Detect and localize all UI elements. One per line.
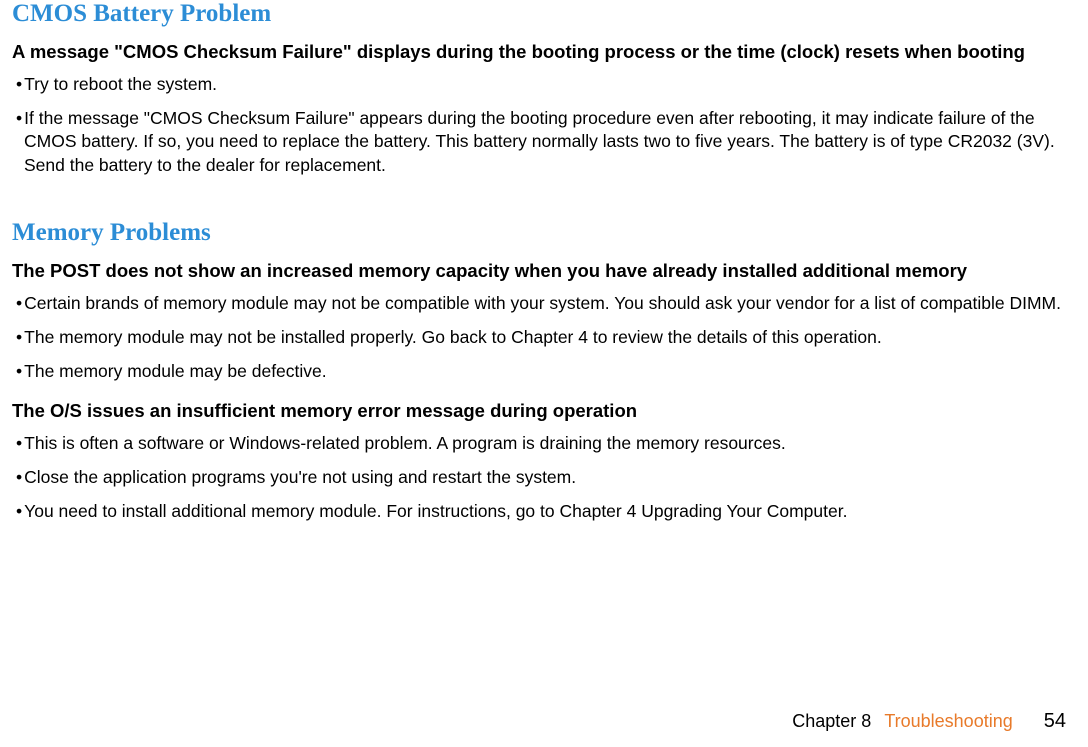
bullet-item: Certain brands of memory module may not … (12, 292, 1076, 316)
sub-heading-post: The POST does not show an increased memo… (12, 259, 1076, 284)
bullet-item: Close the application programs you're no… (12, 466, 1076, 490)
bullet-item: You need to install additional memory mo… (12, 500, 1076, 524)
bullet-item: Try to reboot the system. (12, 73, 1076, 97)
section-title-memory: Memory Problems (12, 219, 1076, 247)
sub-heading-cmos: A message "CMOS Checksum Failure" displa… (12, 40, 1076, 65)
footer-section: Troubleshooting (884, 711, 1012, 731)
spacer (12, 187, 1076, 219)
footer-page-number: 54 (1044, 710, 1066, 732)
page-footer: Chapter 8 Troubleshooting 54 (792, 710, 1066, 733)
section-title-cmos: CMOS Battery Problem (12, 0, 1076, 28)
bullet-item: The memory module may be defective. (12, 360, 1076, 384)
section-cmos: CMOS Battery Problem A message "CMOS Che… (12, 0, 1076, 177)
footer-chapter: Chapter 8 (792, 711, 871, 731)
sub-heading-os: The O/S issues an insufficient memory er… (12, 399, 1076, 424)
bullet-item: The memory module may not be installed p… (12, 326, 1076, 350)
bullet-item: This is often a software or Windows-rela… (12, 432, 1076, 456)
section-memory: Memory Problems The POST does not show a… (12, 219, 1076, 523)
bullet-item: If the message "CMOS Checksum Failure" a… (12, 107, 1076, 178)
